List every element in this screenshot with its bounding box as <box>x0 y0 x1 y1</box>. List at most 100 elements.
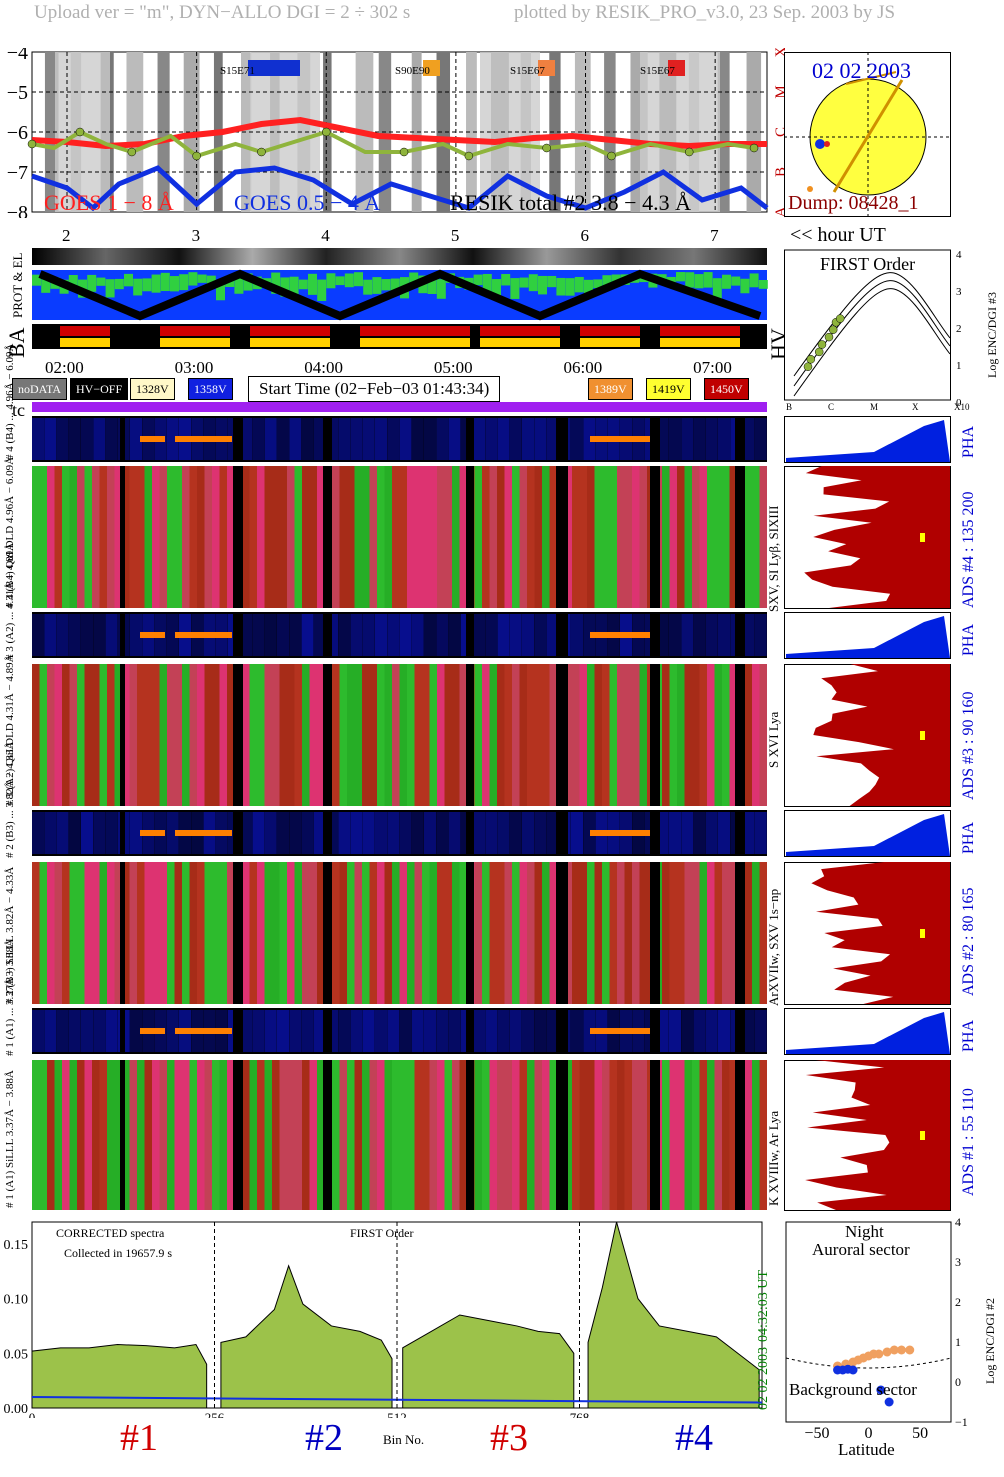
spectrogram-column <box>129 664 137 806</box>
spectrogram-column <box>572 466 580 608</box>
pha-noise <box>105 614 118 656</box>
orbit-panel: 4 3 2 1 0 −1 −50 0 50 <box>785 1218 968 1442</box>
hour-tick: 5 <box>450 226 460 245</box>
spectrogram-column <box>602 862 610 1004</box>
prot-green-segment <box>197 274 207 283</box>
spectrogram-column <box>399 466 407 608</box>
spectrogram-column <box>722 466 730 608</box>
pha-noise <box>56 812 69 854</box>
spectrogram-column <box>639 664 647 806</box>
spectrogram-column <box>497 1060 505 1210</box>
pha-gap <box>120 416 125 462</box>
prot-green-segment <box>390 278 400 295</box>
pha-noise <box>546 418 559 460</box>
goes-series-point <box>192 151 201 161</box>
spectrogram-column <box>369 466 377 608</box>
first-order-points <box>803 314 845 371</box>
pha-noise <box>32 614 44 656</box>
orbit-zigzag <box>38 269 762 321</box>
spectrogram-column <box>699 1060 707 1210</box>
spectrogram-column <box>377 466 385 608</box>
pha-noise <box>399 418 412 460</box>
pha-noise <box>436 418 449 460</box>
spectrogram-column <box>84 466 92 608</box>
spectrogram-column <box>444 1060 452 1210</box>
pha-gap <box>233 416 243 462</box>
spectrogram-column <box>392 466 400 608</box>
spectrogram-column <box>362 664 370 806</box>
first-order-x-tick: X10 <box>954 402 970 412</box>
pha-noise <box>718 418 730 460</box>
pha-noise <box>693 812 706 854</box>
pha-gap <box>233 1008 243 1054</box>
pha-noise <box>338 1010 351 1052</box>
spectrogram-column <box>549 862 557 1004</box>
spectrogram-column <box>752 664 760 806</box>
spectrogram-column <box>564 862 572 1004</box>
ch1-lines: K XVIIIw, Ar Lya <box>766 1110 781 1206</box>
spectrogram-column <box>692 466 700 608</box>
spectrogram-column <box>624 664 632 806</box>
spectrogram-column <box>429 664 437 806</box>
prot-green-segment <box>593 279 603 289</box>
ch4-ads: ADS #4 : 135 200 <box>960 491 977 608</box>
spectrogram-column <box>317 862 325 1004</box>
first-order-point <box>828 325 838 334</box>
spectrogram-column <box>317 664 325 806</box>
spectrogram-column <box>452 862 460 1004</box>
prot-green-segment <box>676 272 685 282</box>
spectrogram-gap <box>233 1060 243 1210</box>
pha-noise <box>387 614 400 656</box>
first-order-y-tick: 2 <box>956 323 962 335</box>
orbit-point <box>848 1365 858 1375</box>
spectrogram-column <box>39 1060 47 1210</box>
spectrogram-column <box>264 1060 272 1210</box>
spectrogram-column <box>579 466 587 608</box>
hour-tick: 7 <box>710 226 719 245</box>
pha-noise <box>411 1010 424 1052</box>
spectrogram-column <box>69 1060 77 1210</box>
spectrogram-gap <box>323 1060 332 1210</box>
spectrogram-column <box>332 862 340 1004</box>
spectrogram-column <box>92 466 100 608</box>
spectrogram-column <box>377 862 385 1004</box>
pha-noise <box>105 812 118 854</box>
spectrogram-gap <box>466 1060 474 1210</box>
pha-noise <box>56 614 69 656</box>
pha-noise <box>436 1010 449 1052</box>
clock-tick: 06:00 <box>563 358 603 377</box>
spectrogram-column <box>422 862 430 1004</box>
prot-green-segment <box>298 279 308 290</box>
ch3-pha-label: # 3 (A2) ... 4.31Å − 4.89Å <box>4 542 16 660</box>
spectrogram-column <box>159 664 167 806</box>
spectrogram-column <box>399 862 407 1004</box>
sun-point-blue <box>815 139 825 149</box>
pha-noise <box>44 812 57 854</box>
spectrogram-column <box>482 1060 490 1210</box>
ch2-lines: ArXVIIw, SXV 1s−np <box>766 888 781 1006</box>
spectrogram-column <box>699 466 707 608</box>
spectrogram-column <box>617 862 625 1004</box>
spectrogram-column <box>744 664 752 806</box>
hv-block-yellow <box>160 338 230 347</box>
spectrogram-column <box>759 466 767 608</box>
ads-histogram <box>804 466 950 608</box>
flare-marker-label: S15E71 <box>220 65 255 77</box>
pha-noise <box>313 614 326 656</box>
spectrogram-column <box>474 862 482 1004</box>
pha-noise <box>44 614 57 656</box>
pha-gap <box>323 810 332 856</box>
pha-noise <box>362 1010 375 1052</box>
pha-noise <box>375 614 387 656</box>
spectrum-xlabel: Bin No. <box>383 1432 425 1447</box>
legend-1358v: 1358V <box>188 378 233 400</box>
prot-green-segment <box>280 277 290 297</box>
pha-gap <box>466 416 474 462</box>
prot-green-segment <box>722 274 731 289</box>
spectrogram-column <box>707 1060 715 1210</box>
pha-noise <box>375 812 387 854</box>
pha-noise <box>534 812 547 854</box>
spectrogram-column <box>752 1060 760 1210</box>
pha-noise <box>669 1010 681 1052</box>
prot-green-segment <box>436 279 446 299</box>
